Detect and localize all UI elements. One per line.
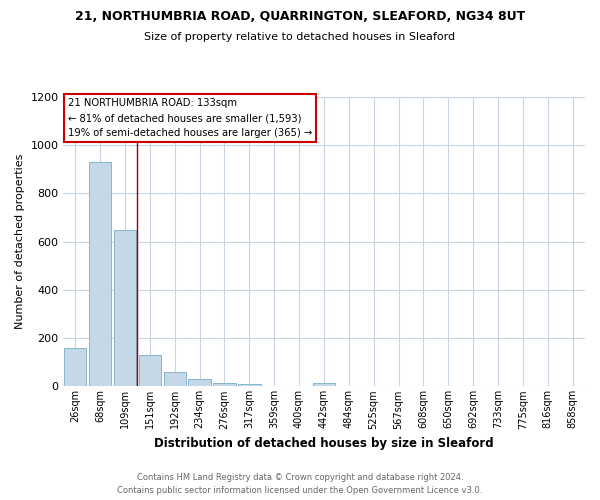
Text: Contains HM Land Registry data © Crown copyright and database right 2024.
Contai: Contains HM Land Registry data © Crown c… (118, 474, 482, 495)
X-axis label: Distribution of detached houses by size in Sleaford: Distribution of detached houses by size … (154, 437, 494, 450)
Bar (64, 348, 86, 387)
Text: 21, NORTHUMBRIA ROAD, QUARRINGTON, SLEAFORD, NG34 8UT: 21, NORTHUMBRIA ROAD, QUARRINGTON, SLEAF… (75, 10, 525, 23)
Bar (114, 230, 136, 386)
Text: 21 NORTHUMBRIA ROAD: 133sqm
← 81% of detached houses are smaller (1,593)
19% of : 21 NORTHUMBRIA ROAD: 133sqm ← 81% of det… (68, 98, 313, 138)
Bar (164, 372, 186, 386)
Bar (313, 383, 335, 386)
Bar (89, 162, 112, 386)
Bar (238, 384, 260, 386)
Text: Size of property relative to detached houses in Sleaford: Size of property relative to detached ho… (145, 32, 455, 42)
Y-axis label: Number of detached properties: Number of detached properties (15, 154, 25, 330)
Bar (213, 383, 236, 386)
Bar (139, 355, 161, 386)
Bar (188, 379, 211, 386)
